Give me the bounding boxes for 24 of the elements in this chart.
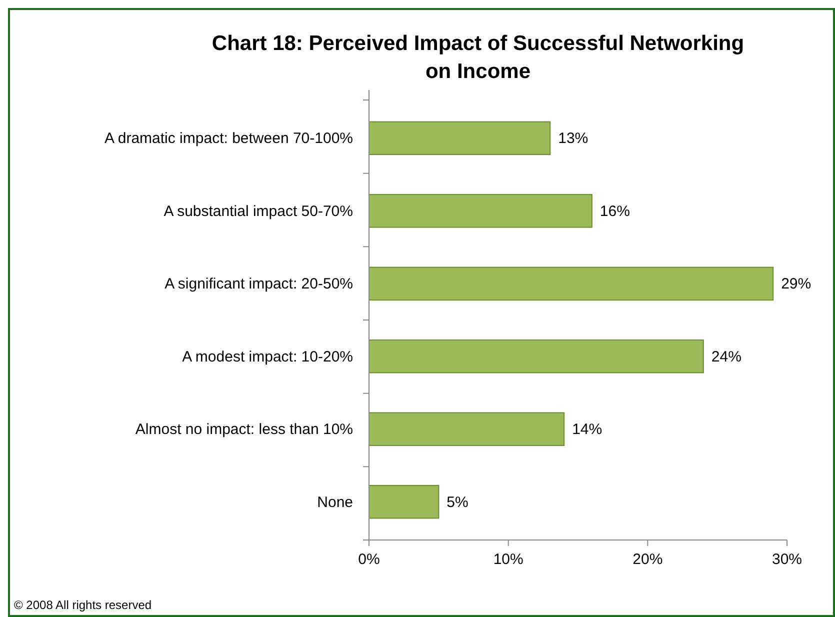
data-label: 14% — [572, 421, 602, 438]
data-label: 24% — [711, 348, 742, 366]
chart-title: Chart 18: Perceived Impact of Successful Networking on Income — [212, 32, 744, 83]
bar — [368, 484, 440, 519]
x-tick-label: 20% — [632, 551, 663, 568]
bar — [368, 340, 704, 374]
y-tick-label: Almost no impact: less than 10% — [135, 421, 353, 438]
y-tick-label: A significant impact: 20-50% — [164, 276, 353, 293]
data-label: 16% — [600, 202, 630, 220]
data-label: 29% — [781, 276, 812, 293]
x-tick-label: 0% — [358, 551, 380, 568]
data-label: 5% — [446, 494, 468, 511]
y-tick-label: A dramatic impact: between 70-100% — [104, 130, 353, 148]
y-tick-label: A substantial impact 50-70% — [164, 202, 353, 220]
bar — [368, 266, 774, 300]
y-tick-label: A modest impact: 10-20% — [182, 348, 353, 366]
bar — [368, 412, 565, 446]
text: © 2008 All rights reserved — [14, 598, 152, 612]
x-tick-label: 30% — [772, 551, 802, 568]
x-tick-label: 10% — [493, 551, 524, 568]
bar — [368, 121, 551, 156]
data-label: 13% — [558, 130, 588, 148]
y-tick-label: None — [317, 494, 353, 511]
bar — [368, 194, 592, 228]
